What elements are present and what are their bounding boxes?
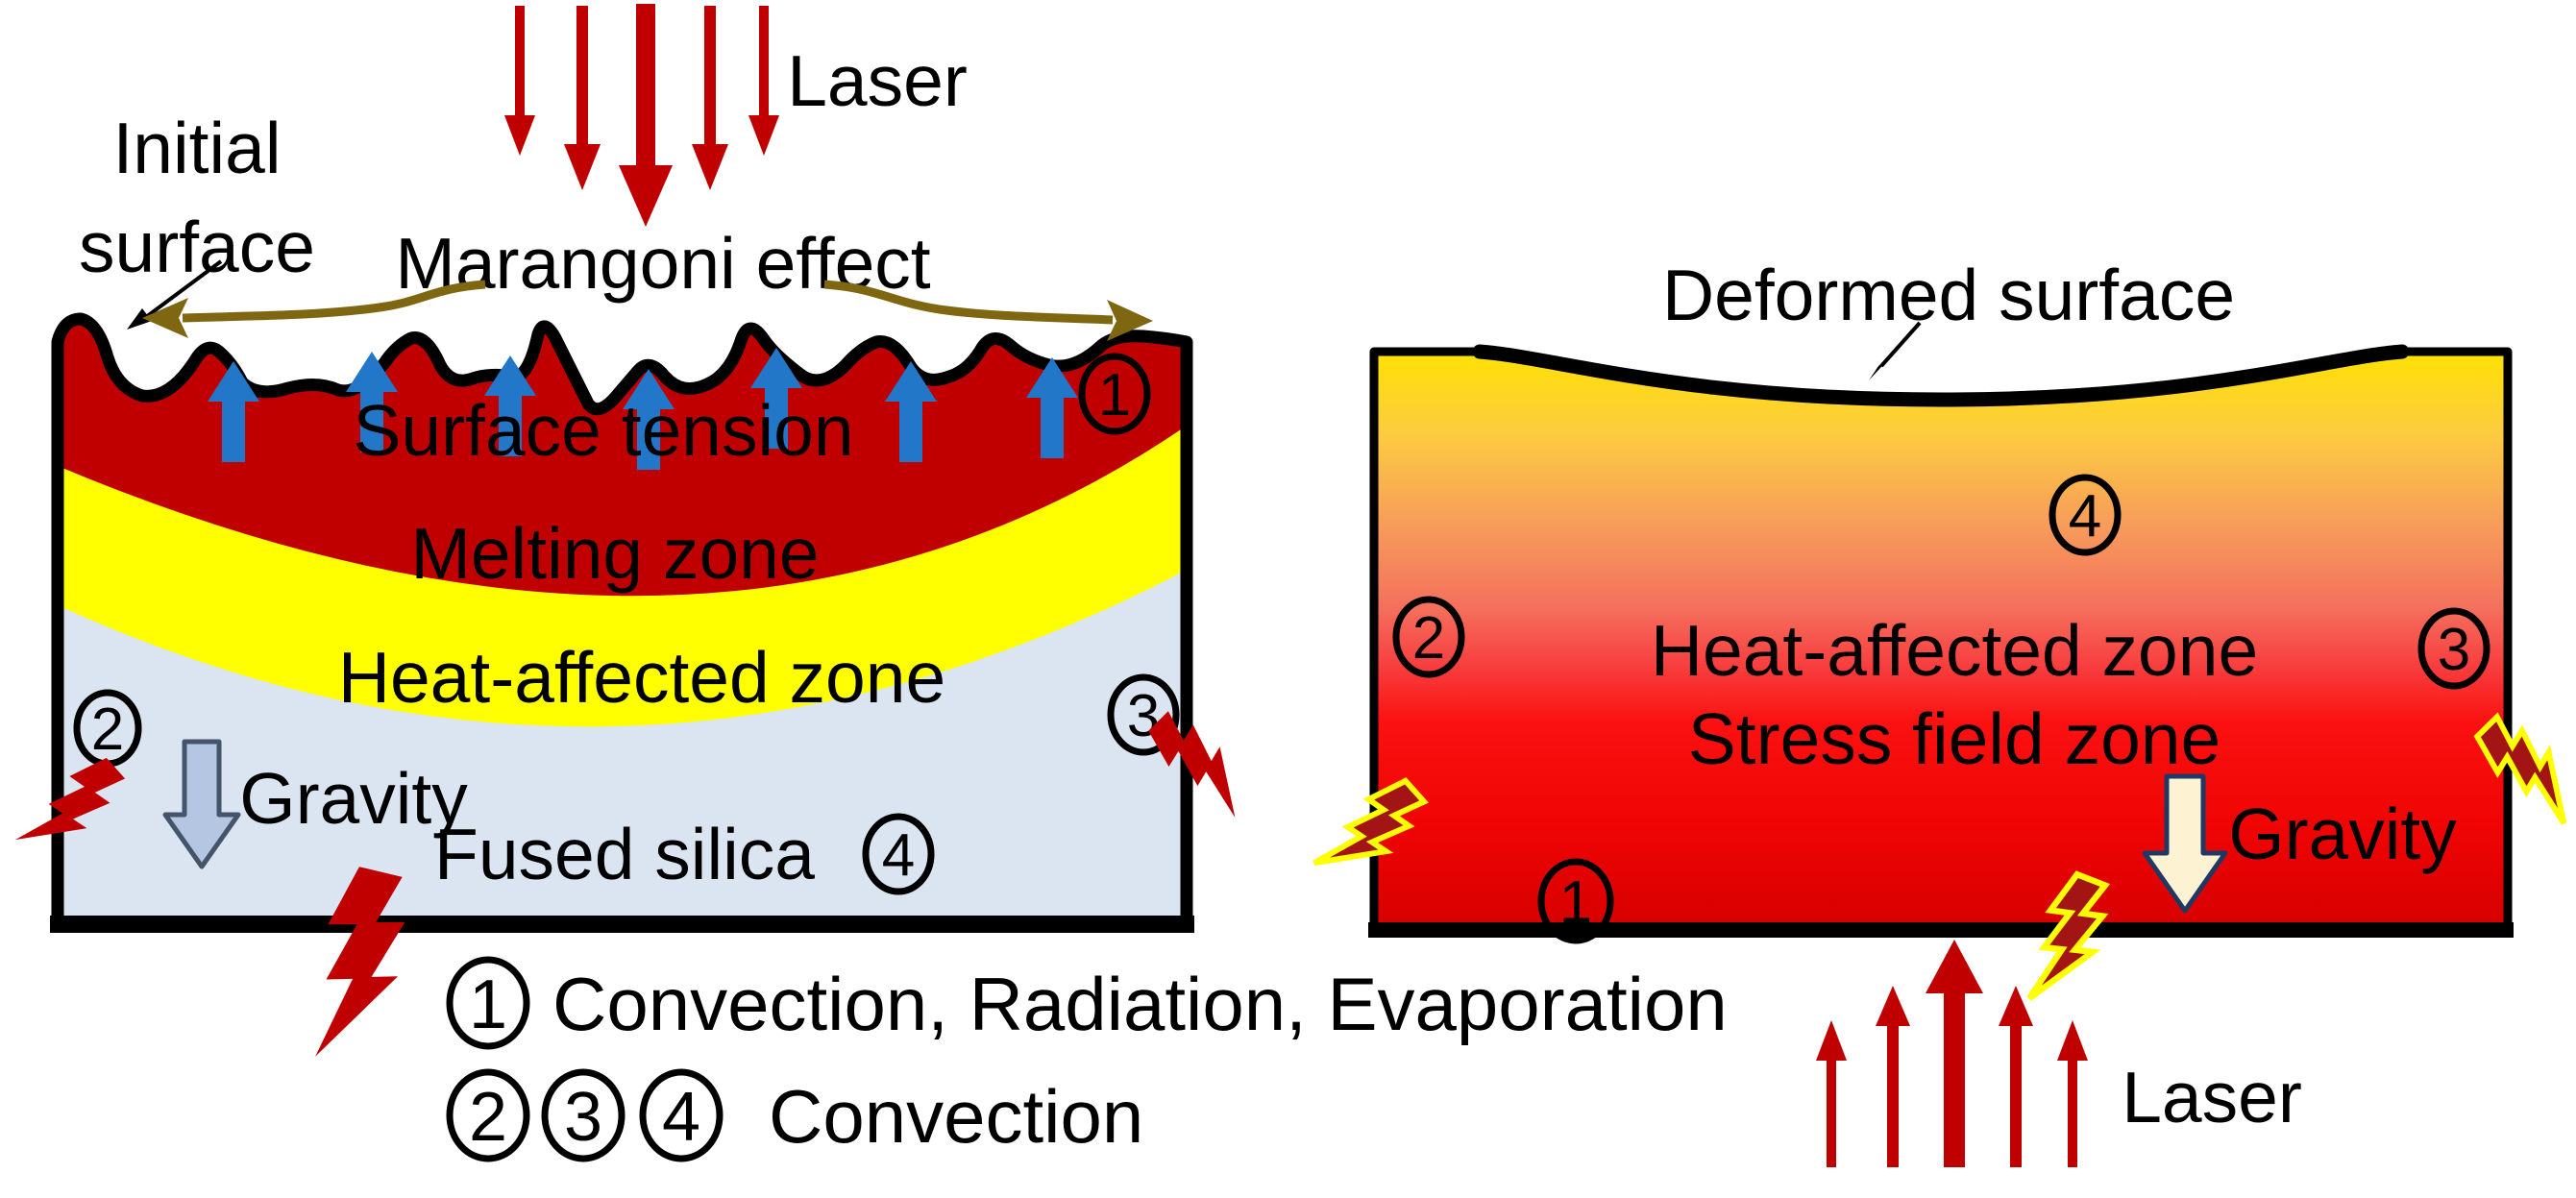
badge-2-right: 2 [1392, 596, 1465, 678]
svg-text:4: 4 [882, 822, 915, 889]
legend-badge-3: 3 [541, 1068, 626, 1162]
deformed-surface-pointer-arrow [1869, 321, 1922, 380]
laser-arrow-icon [1876, 986, 1910, 1167]
left-panel: Laser Initial surface Marangoni effect [11, 4, 1264, 1068]
marangoni-arrow-right [823, 280, 1153, 341]
laser-arrow-icon [1926, 940, 1983, 1167]
initial-surface-label-line1: Initial [112, 108, 281, 188]
svg-text:1: 1 [469, 966, 507, 1043]
gravity-label-right: Gravity [2228, 794, 2457, 874]
surface-tension-arrow-icon [208, 361, 259, 462]
svg-text:3: 3 [564, 1079, 602, 1156]
badge-3-right: 3 [2417, 607, 2490, 690]
stress-field-zone-label: Stress field zone [1688, 698, 2220, 779]
svg-text:2: 2 [469, 1079, 507, 1156]
surface-tension-arrow-icon [623, 369, 675, 470]
heat-affected-zone-label-right: Heat-affected zone [1651, 610, 2258, 691]
left-panel-outline [51, 312, 1193, 932]
svg-text:2: 2 [91, 697, 124, 763]
badge-1-left: 1 [1078, 353, 1151, 435]
badge-4-right: 4 [2049, 474, 2122, 556]
laser-arrow-icon [748, 6, 779, 156]
svg-text:1: 1 [1559, 869, 1592, 936]
laser-arrow-icon [692, 6, 728, 190]
laser-arrow-icon [1999, 986, 2033, 1167]
fused-silica-label: Fused silica [434, 814, 815, 894]
surface-tension-label: Surface tension [353, 390, 853, 471]
laser-beam-arrows-down [504, 4, 779, 227]
legend-item2-label: Convection [769, 1074, 1143, 1159]
heat-affected-zone-label-left: Heat-affected zone [338, 637, 945, 718]
badge-1-right: 1 [1537, 858, 1614, 944]
surface-tension-arrows [208, 348, 1078, 470]
laser-beam-arrows-up [1816, 940, 2088, 1167]
gravity-arrow-right [2142, 773, 2228, 914]
laser-arrow-icon [564, 6, 601, 190]
deformed-surface-label: Deformed surface [1662, 255, 2235, 335]
laser-arrow-icon [504, 6, 535, 156]
deformed-surface-curve [1472, 344, 2410, 407]
svg-text:4: 4 [662, 1079, 700, 1156]
fused-silica-region [58, 570, 1187, 925]
gravity-arrow-left [162, 739, 241, 869]
laser-label-right: Laser [2122, 1057, 2302, 1137]
initial-surface-label-line2: surface [79, 207, 315, 287]
legend-badge-4: 4 [639, 1068, 724, 1162]
laser-arrow-icon [619, 4, 673, 227]
gravity-label-left: Gravity [239, 758, 468, 839]
surface-tension-arrow-icon [750, 348, 802, 449]
marangoni-arrow-left [142, 280, 486, 338]
legend: 1 Convection, Radiation, Evaporation 2 3… [446, 956, 1728, 1162]
svg-text:2: 2 [1412, 605, 1445, 672]
laser-label-left: Laser [787, 40, 968, 121]
surface-tension-arrow-icon [885, 361, 937, 462]
svg-text:3: 3 [2438, 617, 2470, 683]
surface-tension-arrow-icon [346, 352, 398, 452]
surface-tension-arrow-icon [484, 355, 536, 456]
melting-zone-label: Melting zone [410, 513, 819, 594]
svg-text:4: 4 [2069, 483, 2101, 550]
badge-4-left: 4 [862, 813, 935, 895]
svg-text:1: 1 [1098, 362, 1131, 428]
laser-arrow-icon [1816, 1020, 1847, 1167]
surface-tension-arrow-icon [1026, 357, 1078, 458]
initial-surface-pointer-arrow [127, 259, 223, 330]
legend-badge-2: 2 [446, 1068, 530, 1162]
laser-arrow-icon [2057, 1020, 2088, 1167]
legend-badge-1: 1 [446, 956, 530, 1050]
legend-item1-label: Convection, Radiation, Evaporation [552, 962, 1728, 1046]
right-panel: Deformed surface Heat-affected zone Stre… [1310, 255, 2576, 1167]
